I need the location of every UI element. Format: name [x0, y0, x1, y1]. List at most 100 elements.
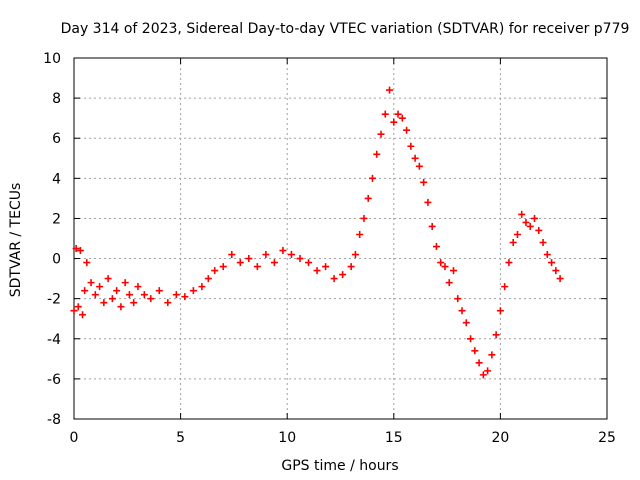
- data-point: [96, 283, 104, 291]
- data-point: [147, 295, 155, 303]
- data-point: [313, 267, 321, 275]
- data-point: [501, 283, 509, 291]
- data-point: [181, 293, 189, 301]
- data-point: [253, 263, 261, 271]
- data-point: [211, 267, 219, 275]
- data-point: [403, 126, 411, 134]
- data-point: [488, 351, 496, 359]
- data-point: [296, 255, 304, 263]
- data-point: [462, 319, 470, 327]
- data-point: [219, 263, 227, 271]
- data-point: [390, 118, 398, 126]
- data-point: [330, 275, 338, 283]
- y-tick-label: 2: [52, 211, 61, 227]
- data-point: [164, 299, 172, 307]
- data-point: [83, 259, 91, 267]
- data-point: [411, 154, 419, 162]
- y-tick-label: 6: [52, 131, 61, 147]
- plot-frame: [73, 57, 608, 420]
- ticks: 0 5 10 15 20 25 -8 -6 -4 -2 0 2 4 6 8 10: [43, 51, 616, 446]
- data-point: [509, 239, 517, 247]
- chart-title: Day 314 of 2023, Sidereal Day-to-day VTE…: [61, 21, 630, 37]
- data-point: [415, 162, 423, 170]
- data-point: [543, 251, 551, 259]
- data-point: [351, 251, 359, 259]
- x-tick-label: 25: [598, 430, 616, 446]
- data-point: [339, 271, 347, 279]
- x-tick-label: 15: [385, 430, 403, 446]
- data-points: [70, 86, 564, 379]
- data-point: [245, 255, 253, 263]
- data-point: [140, 291, 148, 299]
- data-point: [130, 299, 138, 307]
- data-point: [539, 239, 547, 247]
- data-point: [198, 283, 206, 291]
- data-point: [364, 194, 372, 202]
- data-point: [479, 371, 487, 379]
- data-point: [526, 222, 534, 230]
- data-point: [454, 295, 462, 303]
- data-point: [381, 110, 389, 118]
- y-tick-label: 10: [43, 51, 61, 67]
- data-point: [458, 307, 466, 315]
- data-point: [189, 287, 197, 295]
- data-point: [428, 222, 436, 230]
- data-point: [432, 243, 440, 251]
- data-point: [552, 267, 560, 275]
- y-tick-label: 4: [52, 171, 61, 187]
- data-point: [377, 130, 385, 138]
- data-point: [262, 251, 270, 259]
- data-point: [347, 263, 355, 271]
- data-point: [113, 287, 121, 295]
- data-point: [121, 279, 129, 287]
- data-point: [420, 178, 428, 186]
- data-point: [305, 259, 313, 267]
- data-point: [556, 275, 564, 283]
- y-tick-label: -8: [47, 412, 61, 428]
- data-point: [108, 295, 116, 303]
- data-point: [471, 347, 479, 355]
- data-point: [373, 150, 381, 158]
- data-point: [368, 174, 376, 182]
- data-point: [117, 303, 125, 311]
- data-point: [513, 230, 521, 238]
- data-point: [76, 247, 84, 255]
- data-point: [424, 198, 432, 206]
- data-point: [437, 259, 445, 267]
- data-point: [398, 114, 406, 122]
- data-point: [287, 251, 295, 259]
- data-point: [172, 291, 180, 299]
- data-point: [236, 259, 244, 267]
- data-point: [125, 291, 133, 299]
- y-tick-label: -2: [47, 292, 61, 308]
- data-point: [522, 218, 530, 226]
- data-point: [74, 303, 82, 311]
- data-point: [492, 331, 500, 339]
- data-point: [87, 279, 95, 287]
- data-point: [155, 287, 163, 295]
- y-tick-label: -6: [47, 372, 61, 388]
- x-tick-label: 5: [176, 430, 185, 446]
- data-point: [441, 263, 449, 271]
- y-tick-label: 8: [52, 91, 61, 107]
- data-point: [356, 230, 364, 238]
- data-point: [467, 335, 475, 343]
- data-point: [279, 247, 287, 255]
- data-point: [228, 251, 236, 259]
- data-point: [445, 279, 453, 287]
- data-point: [531, 214, 539, 222]
- x-axis-label: GPS time / hours: [281, 458, 398, 474]
- grid: [74, 58, 607, 419]
- y-axis-label: SDTVAR / TECUs: [8, 183, 24, 298]
- data-point: [394, 110, 402, 118]
- data-point: [70, 307, 78, 315]
- data-point: [484, 367, 492, 375]
- y-tick-label: -4: [47, 332, 61, 348]
- data-point: [407, 142, 415, 150]
- data-point: [360, 214, 368, 222]
- data-point: [548, 259, 556, 267]
- data-point: [518, 210, 526, 218]
- data-point: [100, 299, 108, 307]
- data-point: [104, 275, 112, 283]
